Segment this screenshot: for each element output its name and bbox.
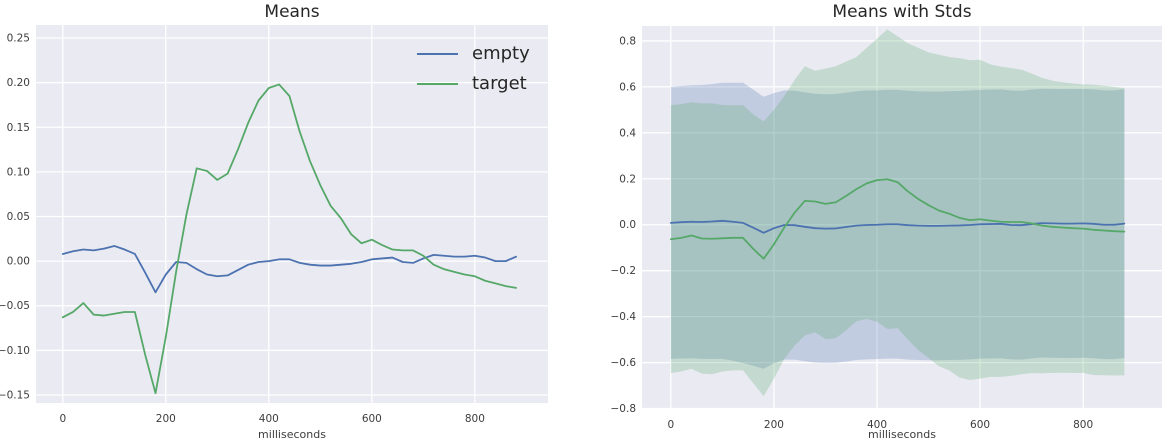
x-tick-label: 800 [465,413,485,425]
target-std-band [670,29,1125,397]
means-with-stds-plot-area: 0 200 400 600 800 0.8 0.6 0.4 0.2 0.0 −0.2 −0.4 −0.6… [611,26,1162,431]
y-tick-label: 0.05 [7,211,30,223]
x-tick-label: 0 [668,419,675,431]
x-tick-label: 0 [59,413,66,425]
x-tick-label: 600 [362,413,382,425]
x-tick-label: 800 [1073,419,1093,431]
y-tick-label: −0.10 [0,345,30,357]
axes-background [36,25,548,403]
y-tick-label: −0.15 [0,389,30,401]
y-tick-label: 0.6 [619,81,636,93]
x-tick-label: 400 [867,419,887,431]
y-tick-label: −0.8 [611,403,637,415]
y-tick-label: −0.4 [611,311,637,323]
x-tick-label: 400 [259,413,279,425]
axes-background [642,26,1162,409]
y-tick-label: −0.6 [611,357,637,369]
legend-label-target: target [472,73,527,94]
legend-line-swatch-empty [417,53,458,55]
empty-mean-line [669,219,1126,234]
y-tick-label: 0.20 [7,77,30,89]
target-mean-line [61,83,517,395]
y-tick-label: 0.15 [7,122,30,134]
y-tick-label: 0.10 [7,166,30,178]
empty-mean-line [61,245,517,294]
y-tick-label: 0.00 [7,256,30,268]
x-axis-label: milliseconds [868,428,936,441]
y-tick-label: 0.8 [619,35,636,47]
chart-means: 0 200 400 600 800 0.25 0.20 0.15 0.10 0.05 0.00 −0.… [0,0,580,446]
means-plot-area: 0 200 400 600 800 0.25 0.20 0.15 0.10 0.05 0.00 −0.… [0,25,548,425]
y-tick-label: −0.05 [0,300,30,312]
x-tick-label: 200 [156,413,176,425]
legend: empty target [417,43,530,95]
y-tick-label: 0.25 [7,33,30,45]
legend-item-target: target [417,73,530,95]
y-tick-label: 0.4 [619,127,636,139]
target-mean-line [669,178,1126,260]
chart-title: Means [264,2,320,22]
legend-item-empty: empty [417,43,530,65]
legend-line-swatch-target [417,83,458,85]
chart-title: Means with Stds [832,2,972,22]
x-axis-label: milliseconds [258,428,326,441]
y-tick-label: −0.2 [611,265,637,277]
y-tick-label: 0.0 [619,219,636,231]
chart-means-with-stds: 0 200 400 600 800 0.8 0.6 0.4 0.2 0.0 −0.2 −0.4 −0.6… [580,0,1162,446]
x-tick-label: 200 [764,419,784,431]
x-tick-label: 600 [970,419,990,431]
y-tick-label: 0.2 [619,173,636,185]
empty-std-band [670,82,1125,369]
legend-label-empty: empty [472,43,530,64]
